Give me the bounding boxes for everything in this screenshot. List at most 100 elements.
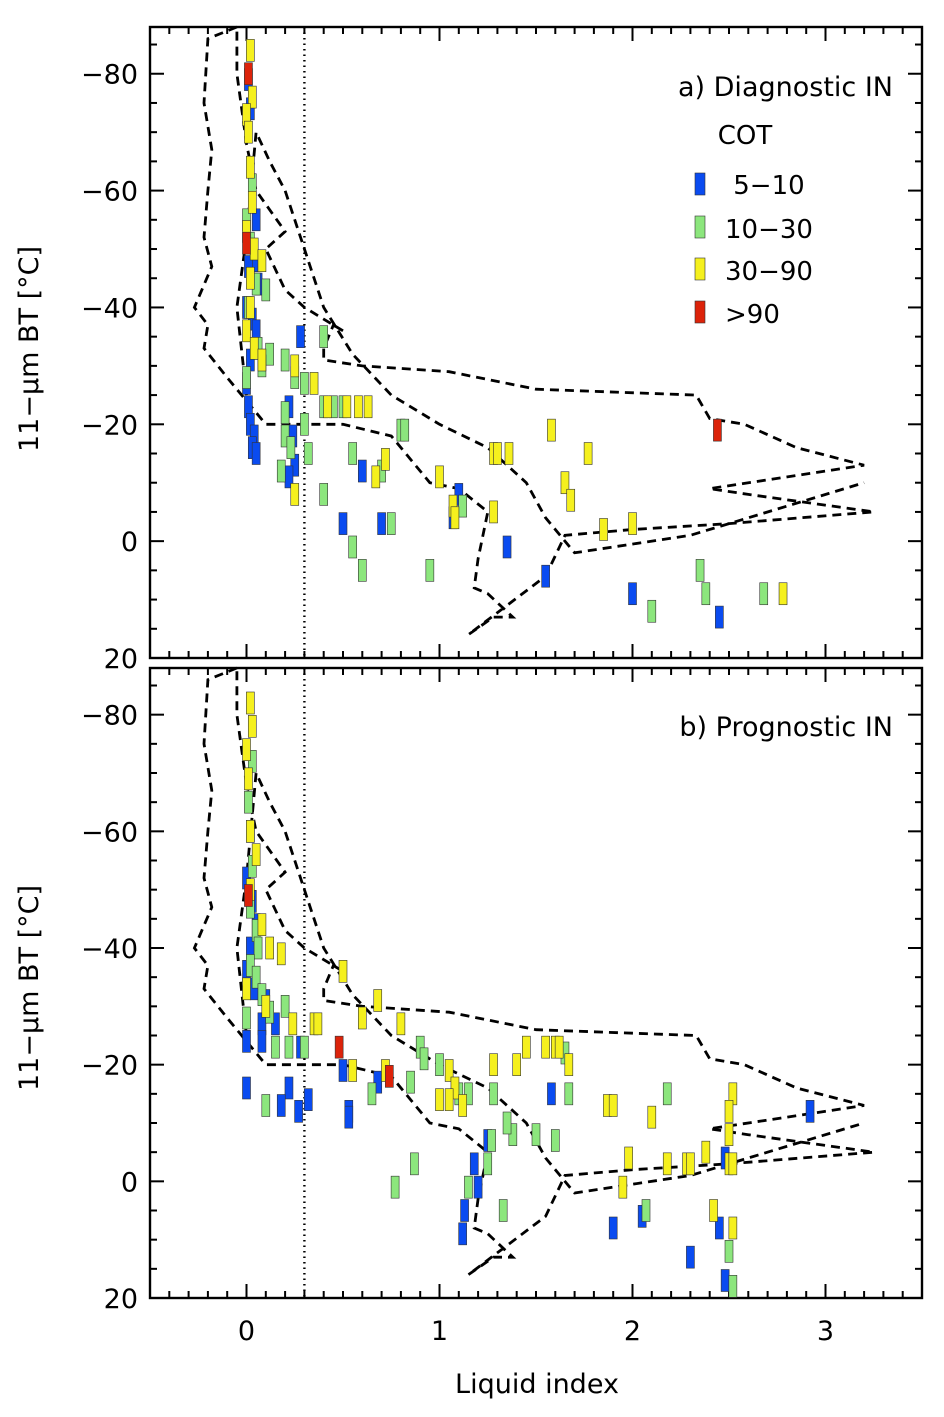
data-point (560, 471, 570, 495)
data-point (498, 1199, 508, 1222)
data-point (348, 442, 357, 465)
panel-b: −80 −60 −40 −20 0 20 0 1 2 3 b) Prognostic IN (81, 666, 924, 1347)
data-point (759, 582, 769, 606)
data-point (276, 1094, 286, 1117)
data-point (334, 1035, 344, 1059)
envelope-outer (192, 25, 874, 636)
data-point (464, 1175, 473, 1199)
data-point (489, 1053, 498, 1076)
data-point (319, 325, 329, 348)
data-point (247, 190, 257, 214)
data-point (566, 488, 576, 512)
data-point (450, 1076, 460, 1100)
data-point (257, 1030, 267, 1053)
data-point (458, 1222, 467, 1246)
x-tick-label: 0 (238, 1316, 255, 1347)
legend-swatch-3 (694, 300, 706, 324)
data-point (280, 995, 290, 1018)
x-tick-label: 1 (431, 1316, 448, 1347)
data-point (280, 401, 290, 424)
data-point (271, 1012, 280, 1036)
data-point (357, 1006, 367, 1030)
data-point (354, 395, 363, 419)
y-tick-label: −80 (81, 60, 138, 91)
data-point (541, 1035, 550, 1059)
data-point (348, 1059, 357, 1082)
data-point (715, 1216, 724, 1240)
data-point (662, 1152, 672, 1176)
data-point (550, 1129, 560, 1152)
data-point (377, 512, 386, 535)
data-point (715, 605, 724, 629)
data-point (300, 372, 309, 395)
data-point (425, 559, 435, 582)
plot-frame-b (148, 666, 924, 1300)
data-point (249, 237, 259, 261)
data-point (242, 1030, 251, 1053)
data-point (460, 1199, 469, 1222)
envelope-outer (192, 666, 874, 1276)
series-1 (242, 750, 738, 1298)
data-point (251, 965, 261, 989)
y-tick-label: −40 (81, 934, 138, 965)
data-point (300, 412, 309, 436)
data-point (265, 936, 274, 960)
data-point (257, 249, 267, 273)
data-point (246, 296, 255, 319)
data-point (444, 1088, 454, 1111)
data-point (713, 418, 722, 442)
data-point (373, 1070, 383, 1094)
x-axis-label: Liquid index (455, 1369, 619, 1400)
series-0 (242, 68, 724, 629)
data-point (728, 1216, 738, 1240)
data-point (508, 1123, 518, 1146)
data-point (257, 913, 267, 936)
data-point (554, 1035, 564, 1059)
data-point (662, 1082, 672, 1106)
data-point (253, 936, 263, 960)
panel-title: b) Prognostic IN (679, 712, 893, 743)
plot-frame-a (148, 25, 924, 660)
data-point (385, 1065, 394, 1088)
data-point (450, 506, 460, 530)
data-point (338, 512, 348, 535)
data-point (686, 1152, 695, 1176)
legend-item-1: 10−30 (694, 215, 813, 245)
data-point (728, 1275, 738, 1298)
data-point (435, 1053, 444, 1076)
data-point (647, 599, 657, 623)
data-point (300, 1035, 309, 1059)
data-point (778, 582, 788, 606)
data-point (599, 518, 608, 541)
y-tick-label: 20 (104, 644, 138, 675)
data-point (363, 395, 373, 419)
data-point (373, 989, 383, 1012)
data-point (242, 977, 251, 1001)
data-point (294, 1100, 303, 1123)
data-point (502, 535, 512, 559)
x-tick-label: 2 (624, 1316, 641, 1347)
data-point (246, 39, 255, 62)
data-point (628, 582, 637, 606)
legend-item-3: >90 (694, 300, 780, 330)
data-point (728, 1152, 738, 1176)
y-tick-label: 20 (104, 1284, 138, 1315)
data-point (284, 1035, 294, 1059)
data-point (261, 278, 271, 302)
data-point (244, 767, 253, 791)
data-point (512, 1053, 522, 1076)
data-point (504, 442, 514, 465)
data-point (280, 348, 290, 372)
data-point (469, 1152, 479, 1176)
data-point (251, 843, 261, 866)
y-tick-label: −20 (81, 410, 138, 441)
envelope-inner (235, 767, 865, 1195)
legend-label-1: 10−30 (725, 215, 813, 245)
data-point (290, 483, 300, 506)
data-point (367, 1082, 377, 1106)
data-point (502, 1111, 512, 1135)
data-point (242, 366, 251, 389)
data-point (357, 459, 367, 483)
data-point (290, 354, 300, 378)
